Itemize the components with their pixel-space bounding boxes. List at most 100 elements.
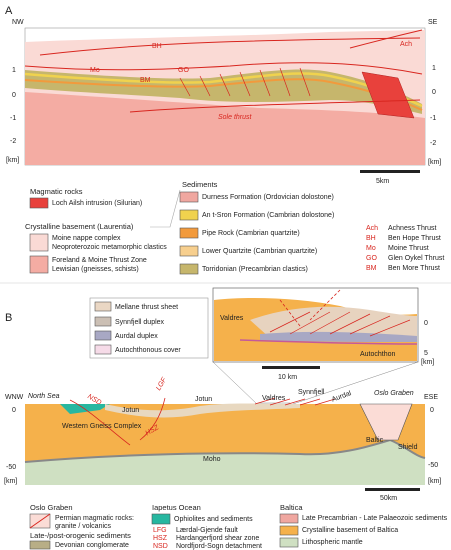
legend-swatch bbox=[279, 513, 299, 524]
legend-text: Lower Quartzite (Cambrian quartzite) bbox=[202, 248, 317, 255]
legend-swatch bbox=[29, 233, 49, 252]
legend-swatch bbox=[29, 255, 49, 274]
section-label: Moho bbox=[203, 456, 221, 463]
fault-name: Lærdal-Gjende fault bbox=[176, 527, 238, 534]
legend-title: Sediments bbox=[182, 180, 218, 189]
section-label: Western Gneiss Complex bbox=[62, 423, 142, 430]
legend-text: Lewisian (gneisses, schists) bbox=[52, 266, 139, 273]
end-label: SE bbox=[428, 19, 438, 26]
axis-label: 1 bbox=[12, 67, 16, 74]
connector bbox=[150, 189, 181, 228]
thrust-label: BM bbox=[140, 77, 151, 84]
jotun-nappe bbox=[105, 403, 300, 418]
thrust-label: GO bbox=[178, 67, 189, 74]
legend-text: Crystalline basement of Baltica bbox=[302, 527, 398, 534]
legend-swatch bbox=[179, 263, 199, 275]
legend-text: Neoproterozoic metamorphic clastics bbox=[52, 244, 167, 251]
legend-text: An t-Sron Formation (Cambrian dolostone) bbox=[202, 212, 334, 219]
legend-swatch bbox=[151, 513, 171, 525]
inset-faults bbox=[279, 289, 341, 327]
section-label: Baltic bbox=[366, 437, 384, 444]
inset-label: Valdres bbox=[220, 315, 244, 322]
legend-swatch bbox=[94, 344, 112, 355]
thrust-label: Mo bbox=[90, 67, 100, 74]
legend-text: Durness Formation (Ordovician dolostone) bbox=[202, 194, 334, 201]
legend-text: Devonian conglomerate bbox=[55, 542, 129, 549]
thrust-name: Glen Oykel Thrust bbox=[388, 255, 444, 262]
axis-label: -1 bbox=[10, 115, 16, 122]
legend-swatch bbox=[179, 245, 199, 257]
thrust-name: Ben Hope Thrust bbox=[388, 235, 441, 242]
legend-swatch bbox=[94, 301, 112, 312]
legend-title: Magmatic rocks bbox=[30, 187, 83, 196]
legend-swatch bbox=[179, 209, 199, 221]
thrust-abbr: Ach bbox=[366, 225, 378, 232]
thrust-lines bbox=[254, 397, 336, 406]
legend-swatch-line bbox=[29, 513, 51, 529]
legend-swatch bbox=[94, 330, 112, 341]
section-label: Aurdal bbox=[331, 390, 353, 404]
legend-swatch bbox=[279, 537, 299, 548]
moho-line bbox=[24, 438, 426, 463]
legend-text: Ophiolites and sediments bbox=[174, 516, 253, 523]
legend-swatch bbox=[179, 191, 199, 203]
section-label: Oslo Graben bbox=[374, 390, 414, 397]
legend-text: Loch Ailsh intrusion (Silurian) bbox=[52, 200, 142, 207]
panel-label: B bbox=[5, 312, 12, 324]
fault-abbr: LFG bbox=[153, 527, 167, 534]
thrust-line bbox=[129, 99, 421, 113]
legend-text: granite / volcanics bbox=[55, 523, 112, 530]
legend-text: Aurdal duplex bbox=[115, 333, 158, 340]
section-label: North Sea bbox=[28, 393, 60, 400]
inset-thrusts bbox=[269, 311, 411, 337]
axis-label: 1 bbox=[432, 65, 436, 72]
legend-text: Synnfjell duplex bbox=[115, 319, 165, 326]
thrust-line bbox=[39, 37, 421, 56]
thrust-abbr: GO bbox=[366, 255, 377, 262]
thrust-name: Ben More Thrust bbox=[388, 265, 440, 272]
end-label: WNW bbox=[5, 394, 24, 401]
fault-abbr: NSD bbox=[153, 543, 168, 550]
legend-title: Baltica bbox=[280, 503, 303, 512]
legend-title: Crystalline basement (Laurentia) bbox=[25, 222, 134, 231]
scale-label: 10 km bbox=[278, 374, 297, 381]
fault-name: Nordfjord-Sogn detachment bbox=[176, 543, 262, 550]
axis-label: 0 bbox=[424, 320, 428, 327]
legend-text: Autochthonous cover bbox=[115, 347, 181, 354]
axis-label: 0 bbox=[430, 407, 434, 414]
legend-swatch bbox=[179, 227, 199, 239]
legend-swatch bbox=[94, 316, 112, 327]
thrust-label: BH bbox=[152, 43, 162, 50]
section-label: Shield bbox=[398, 444, 418, 451]
legend-text: Lithospheric mantle bbox=[302, 539, 363, 546]
lgf-fault bbox=[139, 397, 166, 441]
legend-title: Oslo Graben bbox=[30, 503, 73, 512]
thrust-abbr: BM bbox=[366, 265, 377, 272]
legend-text: Torridonian (Precambrian clastics) bbox=[202, 266, 308, 273]
scale-bar bbox=[365, 488, 420, 491]
ophiolites bbox=[30, 404, 110, 414]
axis-label: [km] bbox=[421, 359, 434, 366]
inset-mellane bbox=[250, 306, 417, 340]
section-label: Valdres bbox=[262, 395, 286, 402]
legend-text: Late Precambrian - Late Palaeozoic sedim… bbox=[302, 515, 448, 522]
scale-label: 50km bbox=[380, 495, 397, 502]
section-label: Jotun bbox=[122, 407, 139, 414]
lithospheric-mantle bbox=[25, 440, 425, 485]
thrust-label: Sole thrust bbox=[218, 114, 253, 121]
end-label: NW bbox=[12, 19, 24, 26]
axis-label: 0 bbox=[12, 407, 16, 414]
imbricate-thrusts bbox=[179, 67, 311, 97]
thrust-line bbox=[24, 62, 423, 75]
legend-title: Iapetus Ocean bbox=[152, 503, 201, 512]
axis-label: -2 bbox=[10, 138, 16, 145]
axis-label: 5 bbox=[424, 350, 428, 357]
inset-connector bbox=[212, 361, 419, 406]
axis-label: -50 bbox=[428, 462, 438, 469]
legend-swatch bbox=[29, 540, 51, 550]
end-label: ESE bbox=[424, 394, 438, 401]
fault-abbr: HSZ bbox=[153, 535, 168, 542]
fault-name: Hardangerfjord shear zone bbox=[176, 535, 259, 542]
legend-text: Mellane thrust sheet bbox=[115, 304, 178, 311]
